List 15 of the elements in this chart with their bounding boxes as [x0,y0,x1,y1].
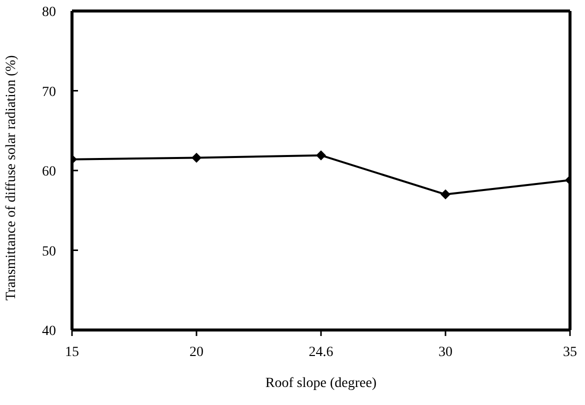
point [192,152,202,163]
y-tick-label: 70 [42,84,56,100]
y-axis-title: Transmittance of diffuse solar radiation (%) [4,54,19,300]
x-axis-title: Roof slope (degree) [265,376,377,391]
y-tick-label: 50 [42,244,56,260]
y-tick-label: 40 [42,324,56,339]
x-tick-label: 20 [190,345,204,360]
x-tick-label: 24.6 [308,345,334,360]
point [440,189,450,200]
x-tick-label: 30 [438,345,452,360]
y-tick-label: 60 [42,164,56,180]
point [316,150,326,160]
x-tick-label: 35 [563,345,577,360]
x-tick-label: 15 [65,345,79,360]
y-tick-label: 80 [42,5,56,20]
